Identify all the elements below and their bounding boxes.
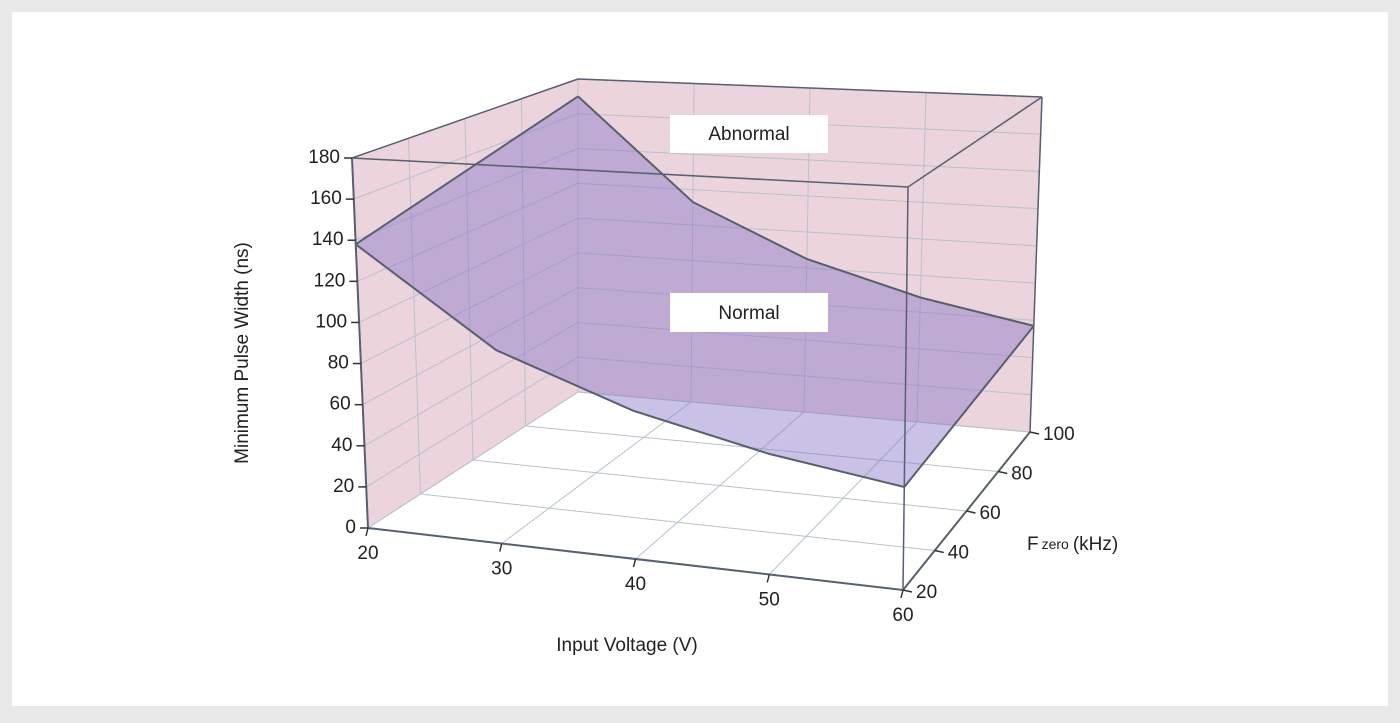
z-tick-label: 100 bbox=[315, 311, 347, 332]
z-tick-label: 160 bbox=[310, 188, 342, 209]
annotations: Abnormal Normal bbox=[670, 115, 828, 332]
grid-line bbox=[362, 287, 579, 406]
grid-line bbox=[577, 148, 1040, 172]
left-wall bbox=[352, 79, 578, 528]
grid-line bbox=[355, 148, 579, 241]
grid-line bbox=[521, 98, 526, 427]
tick bbox=[902, 589, 913, 593]
surface-side bbox=[903, 325, 1035, 488]
x-tick-label: 60 bbox=[892, 605, 913, 626]
grid-line bbox=[408, 138, 421, 495]
grid-line bbox=[577, 356, 1032, 396]
z-tick-label: 60 bbox=[330, 394, 351, 415]
surface-patch bbox=[355, 96, 693, 351]
box-edge bbox=[351, 157, 909, 188]
z-axis-label: Minimum Pulse Width (ns) bbox=[232, 242, 253, 464]
box-edge bbox=[1029, 96, 1043, 433]
grid-line bbox=[367, 391, 579, 529]
grid-line bbox=[577, 321, 1033, 359]
box-edge bbox=[902, 186, 909, 591]
grid-line bbox=[525, 425, 999, 472]
tick bbox=[365, 527, 369, 537]
x-tick-label: 30 bbox=[491, 559, 512, 580]
box-edge bbox=[577, 78, 1043, 98]
grid-line bbox=[577, 252, 1036, 284]
tick bbox=[1029, 431, 1040, 435]
grid-line bbox=[577, 182, 1039, 210]
z-tick-label: 140 bbox=[312, 229, 344, 250]
y-label-unit: (kHz) bbox=[1073, 534, 1118, 555]
x-axis-label: Input Voltage (V) bbox=[556, 635, 698, 656]
tick bbox=[900, 589, 904, 599]
y-tick-label: 100 bbox=[1043, 424, 1075, 445]
annotation: Abnormal bbox=[708, 124, 789, 145]
y-tick-label: 40 bbox=[948, 543, 969, 564]
surface-side bbox=[355, 95, 579, 246]
x-tick-label: 20 bbox=[357, 543, 378, 564]
surface-patch bbox=[633, 259, 921, 454]
z-tick-label: 20 bbox=[333, 476, 354, 497]
grid-line bbox=[472, 459, 967, 512]
grid-line bbox=[357, 182, 579, 282]
annotation-box bbox=[670, 115, 828, 153]
annotation: Normal bbox=[718, 303, 779, 324]
y-label-subscript: zero bbox=[1042, 536, 1069, 552]
box-edge bbox=[351, 78, 579, 159]
z-tick-label: 0 bbox=[345, 517, 356, 538]
grid-line bbox=[916, 92, 927, 423]
grid-line bbox=[365, 356, 579, 488]
grid-line bbox=[464, 118, 474, 461]
z-tick-label: 80 bbox=[328, 353, 349, 374]
y-tick-label: 80 bbox=[1011, 464, 1032, 485]
z-tick-label: 180 bbox=[308, 147, 340, 168]
y-tick-label: 60 bbox=[980, 503, 1001, 524]
grid-line bbox=[577, 217, 1037, 247]
grid-line bbox=[364, 322, 579, 447]
surface-patch bbox=[496, 202, 807, 411]
box-edge bbox=[907, 96, 1043, 188]
tick bbox=[998, 470, 1008, 475]
y-tick-label: 20 bbox=[916, 582, 937, 603]
back-wall bbox=[578, 79, 1042, 432]
tick bbox=[934, 549, 944, 554]
tick bbox=[766, 574, 770, 583]
tick bbox=[966, 510, 976, 514]
surface bbox=[355, 95, 1035, 488]
z-tick-label: 40 bbox=[331, 435, 352, 456]
z-tick-label: 120 bbox=[314, 270, 346, 291]
tick bbox=[499, 543, 503, 552]
grid-line bbox=[353, 113, 579, 200]
surface-edge bbox=[577, 95, 1035, 327]
grid-line bbox=[420, 493, 935, 551]
surface-edge bbox=[355, 243, 905, 488]
box bbox=[344, 78, 1043, 599]
x-tick-label: 50 bbox=[759, 590, 780, 611]
surface-patch bbox=[769, 297, 1034, 487]
grid-line bbox=[358, 217, 579, 323]
y-label-symbol: F bbox=[1027, 534, 1039, 555]
annotation-box bbox=[670, 293, 828, 332]
walls bbox=[352, 79, 1042, 528]
tick bbox=[632, 558, 637, 568]
grid-line bbox=[360, 252, 579, 365]
x-tick-label: 40 bbox=[625, 574, 646, 595]
z-axis bbox=[351, 157, 369, 529]
